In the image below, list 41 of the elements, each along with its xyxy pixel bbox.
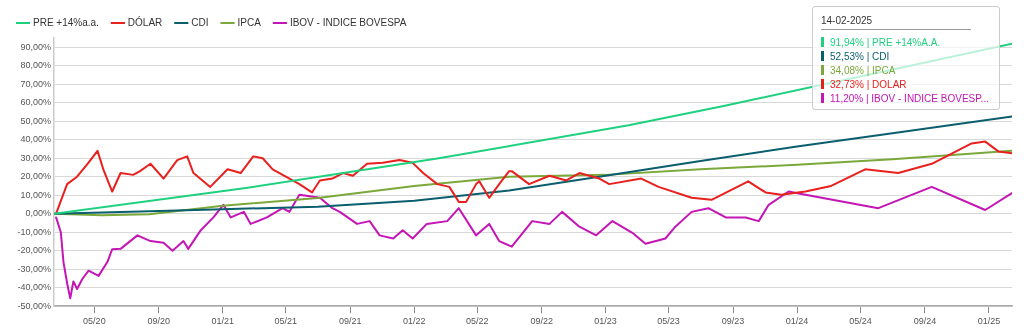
x-tick-label: 01/24 xyxy=(785,316,809,327)
y-tick-label: 60,00% xyxy=(20,97,51,108)
x-tick-label: 09/20 xyxy=(147,316,171,327)
x-tick-label: 01/25 xyxy=(977,316,1001,327)
y-tick-label: 40,00% xyxy=(20,134,51,145)
legend-label: CDI xyxy=(191,16,209,28)
x-tick-label: 05/21 xyxy=(274,316,298,327)
y-tick-label: -30,00% xyxy=(17,263,51,274)
y-tick-label: 10,00% xyxy=(20,189,51,200)
y-tick-label: 0,00% xyxy=(25,208,51,219)
x-tick-label: 01/23 xyxy=(594,316,617,327)
x-tick-label: 09/22 xyxy=(530,316,553,327)
y-tick-label: 50,00% xyxy=(20,115,51,126)
annotation: 91,94% | PRE +14%A.A. xyxy=(830,36,941,48)
x-tick-label: 05/24 xyxy=(849,316,872,327)
y-tick-label: -50,00% xyxy=(17,300,51,311)
text: 14-02-2025 xyxy=(821,15,873,26)
legend-label: DÓLAR xyxy=(127,15,163,28)
x-tick-label: 09/21 xyxy=(339,316,362,327)
x-tick-label: 05/23 xyxy=(657,316,680,327)
annotation: 52,53% | CDI xyxy=(830,50,890,62)
y-tick-label: 30,00% xyxy=(20,152,51,163)
x-tick-label: 05/20 xyxy=(83,316,106,327)
annotation: 34,08% | IPCA xyxy=(830,64,896,76)
legend-label: PRE +14%a.a. xyxy=(33,16,99,28)
y-tick-label: 20,00% xyxy=(20,171,51,182)
y-tick-label: 90,00% xyxy=(20,41,51,52)
x-tick-label: 01/21 xyxy=(211,316,235,327)
y-tick-label: 80,00% xyxy=(20,60,51,71)
annotation: 32,73% | DOLAR xyxy=(830,78,907,90)
x-tick-label: 01/22 xyxy=(402,316,426,327)
x-tick-label: 09/24 xyxy=(913,316,937,327)
legend-label: IBOV - INDICE BOVESPA xyxy=(289,16,407,28)
annotation: 11,20% | IBOV - INDICE BOVESP... xyxy=(830,92,989,104)
y-tick-label: -10,00% xyxy=(17,226,51,237)
y-tick-label: -20,00% xyxy=(17,245,51,256)
y-tick-label: 70,00% xyxy=(20,78,51,89)
x-tick-label: 05/22 xyxy=(465,316,489,327)
x-tick-label: 09/23 xyxy=(721,316,745,327)
y-tick-label: -40,00% xyxy=(17,282,51,293)
legend-label: IPCA xyxy=(237,16,262,28)
